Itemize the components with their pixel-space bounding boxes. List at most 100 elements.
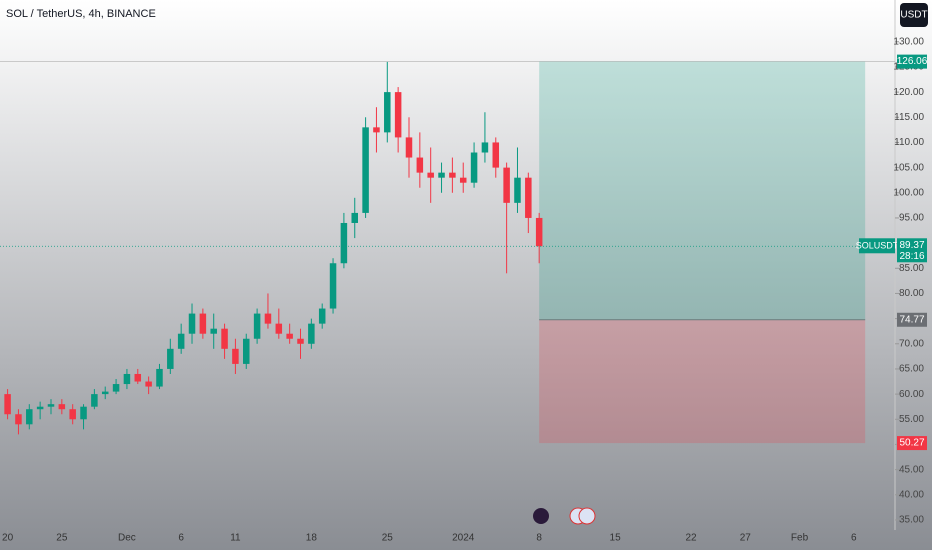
candle-body <box>26 409 33 425</box>
entry-label-box <box>897 312 927 327</box>
target-label-box <box>897 54 927 69</box>
candle-body <box>123 373 131 385</box>
candle-body <box>481 142 489 153</box>
y-tick-label: 80.00 <box>899 288 924 299</box>
candle-body <box>275 323 283 334</box>
stop-label-box <box>897 436 927 451</box>
candle-body <box>58 404 66 410</box>
candle-body <box>405 137 413 158</box>
y-tick-label: 95.00 <box>899 213 924 224</box>
x-tick-label: 20 <box>2 533 14 544</box>
candle-body <box>156 368 163 387</box>
candle-body <box>36 406 44 410</box>
y-tick-label: 130.00 <box>893 36 924 47</box>
x-tick-label: 2024 <box>452 533 475 544</box>
profit-zone <box>539 61 866 320</box>
candle-body <box>438 172 445 178</box>
x-tick-label: 6 <box>178 533 184 544</box>
candle-body <box>253 313 261 339</box>
x-tick-label: Dec <box>118 533 136 544</box>
y-tick-label: 115.00 <box>894 112 924 123</box>
candle-body <box>210 328 217 334</box>
candle-body <box>91 394 98 407</box>
symbol-label: SOLUSDT <box>856 241 899 251</box>
x-tick-label: 22 <box>685 533 697 544</box>
candle-body <box>492 142 500 168</box>
currency-button-label[interactable]: USDT <box>900 10 927 21</box>
candle-body <box>232 348 239 364</box>
candle-body <box>535 217 543 247</box>
x-tick-label: 6 <box>851 533 857 544</box>
x-tick-label: 25 <box>382 533 394 544</box>
x-tick-label: 8 <box>536 533 542 544</box>
y-tick-label: 110.00 <box>894 137 924 148</box>
candle-body <box>112 384 120 392</box>
loss-zone <box>539 319 866 444</box>
candle-body <box>340 222 348 264</box>
entry-label: 74.77 <box>899 314 924 325</box>
candle-body <box>449 172 456 178</box>
candle-body <box>101 391 109 395</box>
candle-body <box>394 92 402 138</box>
x-tick-label: 11 <box>230 533 241 544</box>
candle-body <box>384 92 391 133</box>
y-tick-label: 100.00 <box>893 187 924 198</box>
candle-body <box>514 177 521 203</box>
candle-body <box>459 177 467 183</box>
candle-body <box>167 348 174 369</box>
last-price-box <box>897 238 927 263</box>
candle-body <box>427 172 434 178</box>
y-tick-label: 40.00 <box>899 489 924 500</box>
candle-body <box>80 406 87 420</box>
last-price-label: 89.37 <box>899 240 924 251</box>
y-tick-label: 60.00 <box>899 389 924 400</box>
candle-body <box>221 328 228 349</box>
event-icon[interactable] <box>533 508 549 524</box>
candle-body <box>373 127 380 133</box>
y-tick-label: 120.00 <box>893 87 924 98</box>
y-tick-label: 65.00 <box>899 364 924 375</box>
candle-body <box>145 381 152 387</box>
event-icon[interactable] <box>578 507 596 525</box>
candle-body <box>308 323 315 344</box>
chart-title: SOL / TetherUS, 4h, BINANCE <box>6 8 156 20</box>
stop-label: 50.27 <box>899 438 924 449</box>
candle-body <box>188 313 196 334</box>
y-tick-label: 85.00 <box>899 263 924 274</box>
target-label: 126.06 <box>897 56 928 67</box>
candle-body <box>362 127 369 213</box>
candle-body <box>264 313 272 324</box>
x-tick-label: 18 <box>306 533 318 544</box>
candle-body <box>470 152 478 183</box>
countdown: 28:16 <box>899 251 924 262</box>
y-tick-label: 70.00 <box>899 338 924 349</box>
y-tick-label: 55.00 <box>899 414 924 425</box>
candle-body <box>416 157 424 173</box>
x-tick-label: Feb <box>791 533 809 544</box>
candle-body <box>134 373 142 382</box>
candle-body <box>351 212 358 223</box>
candle-body <box>318 308 326 324</box>
candle-body <box>297 338 304 344</box>
candle-body <box>47 404 55 407</box>
y-tick-label: 45.00 <box>899 464 924 475</box>
candle-body <box>503 167 510 203</box>
candle-body <box>243 338 250 364</box>
x-tick-label: 25 <box>56 533 68 544</box>
candle-body <box>177 333 185 349</box>
candle-body <box>15 414 22 425</box>
candle-body <box>4 394 11 415</box>
candle-body <box>525 177 532 218</box>
symbol-label-box <box>859 238 895 254</box>
x-tick-label: 15 <box>610 533 622 544</box>
candle-body <box>329 263 337 309</box>
candle-body <box>286 333 293 339</box>
y-tick-label: 105.00 <box>893 162 924 173</box>
candle-body <box>69 409 76 420</box>
x-tick-label: 27 <box>740 533 752 544</box>
y-tick-label: 35.00 <box>899 515 924 526</box>
currency-button[interactable] <box>900 3 928 27</box>
candle-body <box>199 313 207 334</box>
